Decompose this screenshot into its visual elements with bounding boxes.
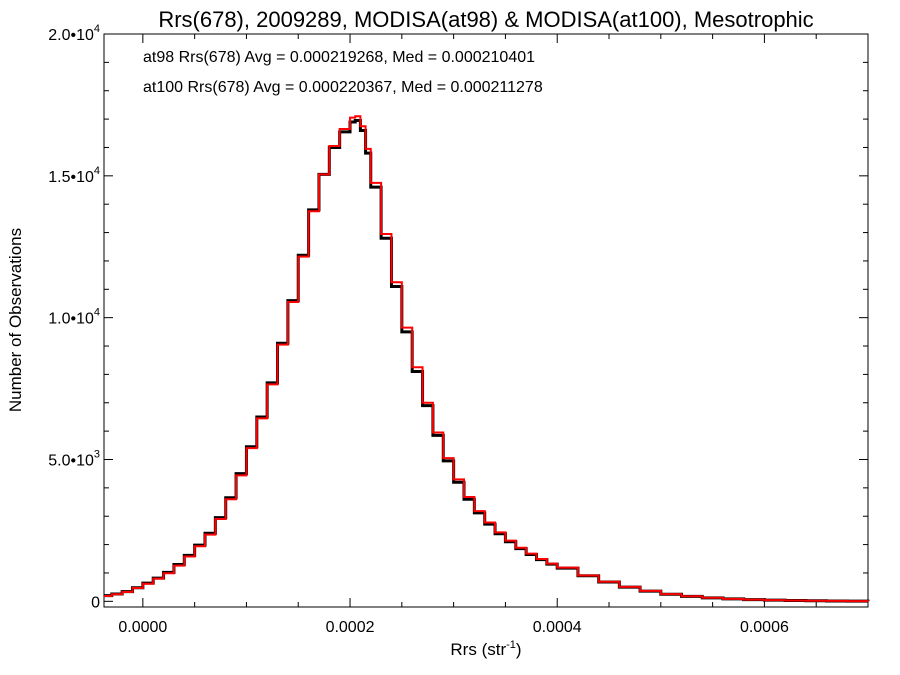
x-axis-label: Rrs (str-1) (450, 639, 521, 659)
y-tick-label-exponent: 4 (94, 307, 100, 319)
x-axis-label-sup: -1 (506, 639, 516, 651)
y-tick-label: 1.5•104 (48, 165, 100, 186)
x-tick-label: 0.0004 (533, 619, 582, 636)
annotation-at98: at98 Rrs(678) Avg = 0.000219268, Med = 0… (143, 49, 535, 66)
y-axis-label: Number of Observations (6, 228, 25, 412)
y-tick-label-base: 0 (91, 594, 100, 611)
x-tick-label: 0.0006 (740, 619, 789, 636)
x-tick-label: 0.0000 (118, 619, 167, 636)
x-axis-label-main: Rrs (str (450, 640, 506, 659)
plot-frame (103, 33, 869, 608)
series-lines (104, 115, 870, 603)
y-tick-label-base: 5.0•10 (48, 452, 94, 469)
y-tick-label-exponent: 4 (94, 165, 100, 177)
series-line-at98 (104, 119, 870, 603)
y-tick-label-base: 1.0•10 (48, 311, 94, 328)
y-tick-label: 2.0•104 (48, 23, 100, 44)
x-axis-ticks: 0.0000 0.0002 0.0004 0.0006 (118, 34, 869, 636)
y-tick-label: 0 (91, 594, 100, 611)
chart-title: Rrs(678), 2009289, MODISA(at98) & MODISA… (158, 7, 813, 32)
y-tick-label: 1.0•104 (48, 307, 100, 328)
y-tick-label-exponent: 3 (94, 448, 100, 460)
y-tick-label: 5.0•103 (48, 448, 100, 469)
x-axis-label-suffix: ) (516, 640, 522, 659)
x-tick-label: 0.0002 (326, 619, 375, 636)
annotation-at100: at100 Rrs(678) Avg = 0.000220367, Med = … (143, 79, 543, 96)
y-tick-label-base: 2.0•10 (48, 27, 94, 44)
series-line-at100 (104, 115, 869, 603)
y-tick-label-exponent: 4 (94, 23, 100, 35)
y-tick-label-base: 1.5•10 (48, 169, 94, 186)
